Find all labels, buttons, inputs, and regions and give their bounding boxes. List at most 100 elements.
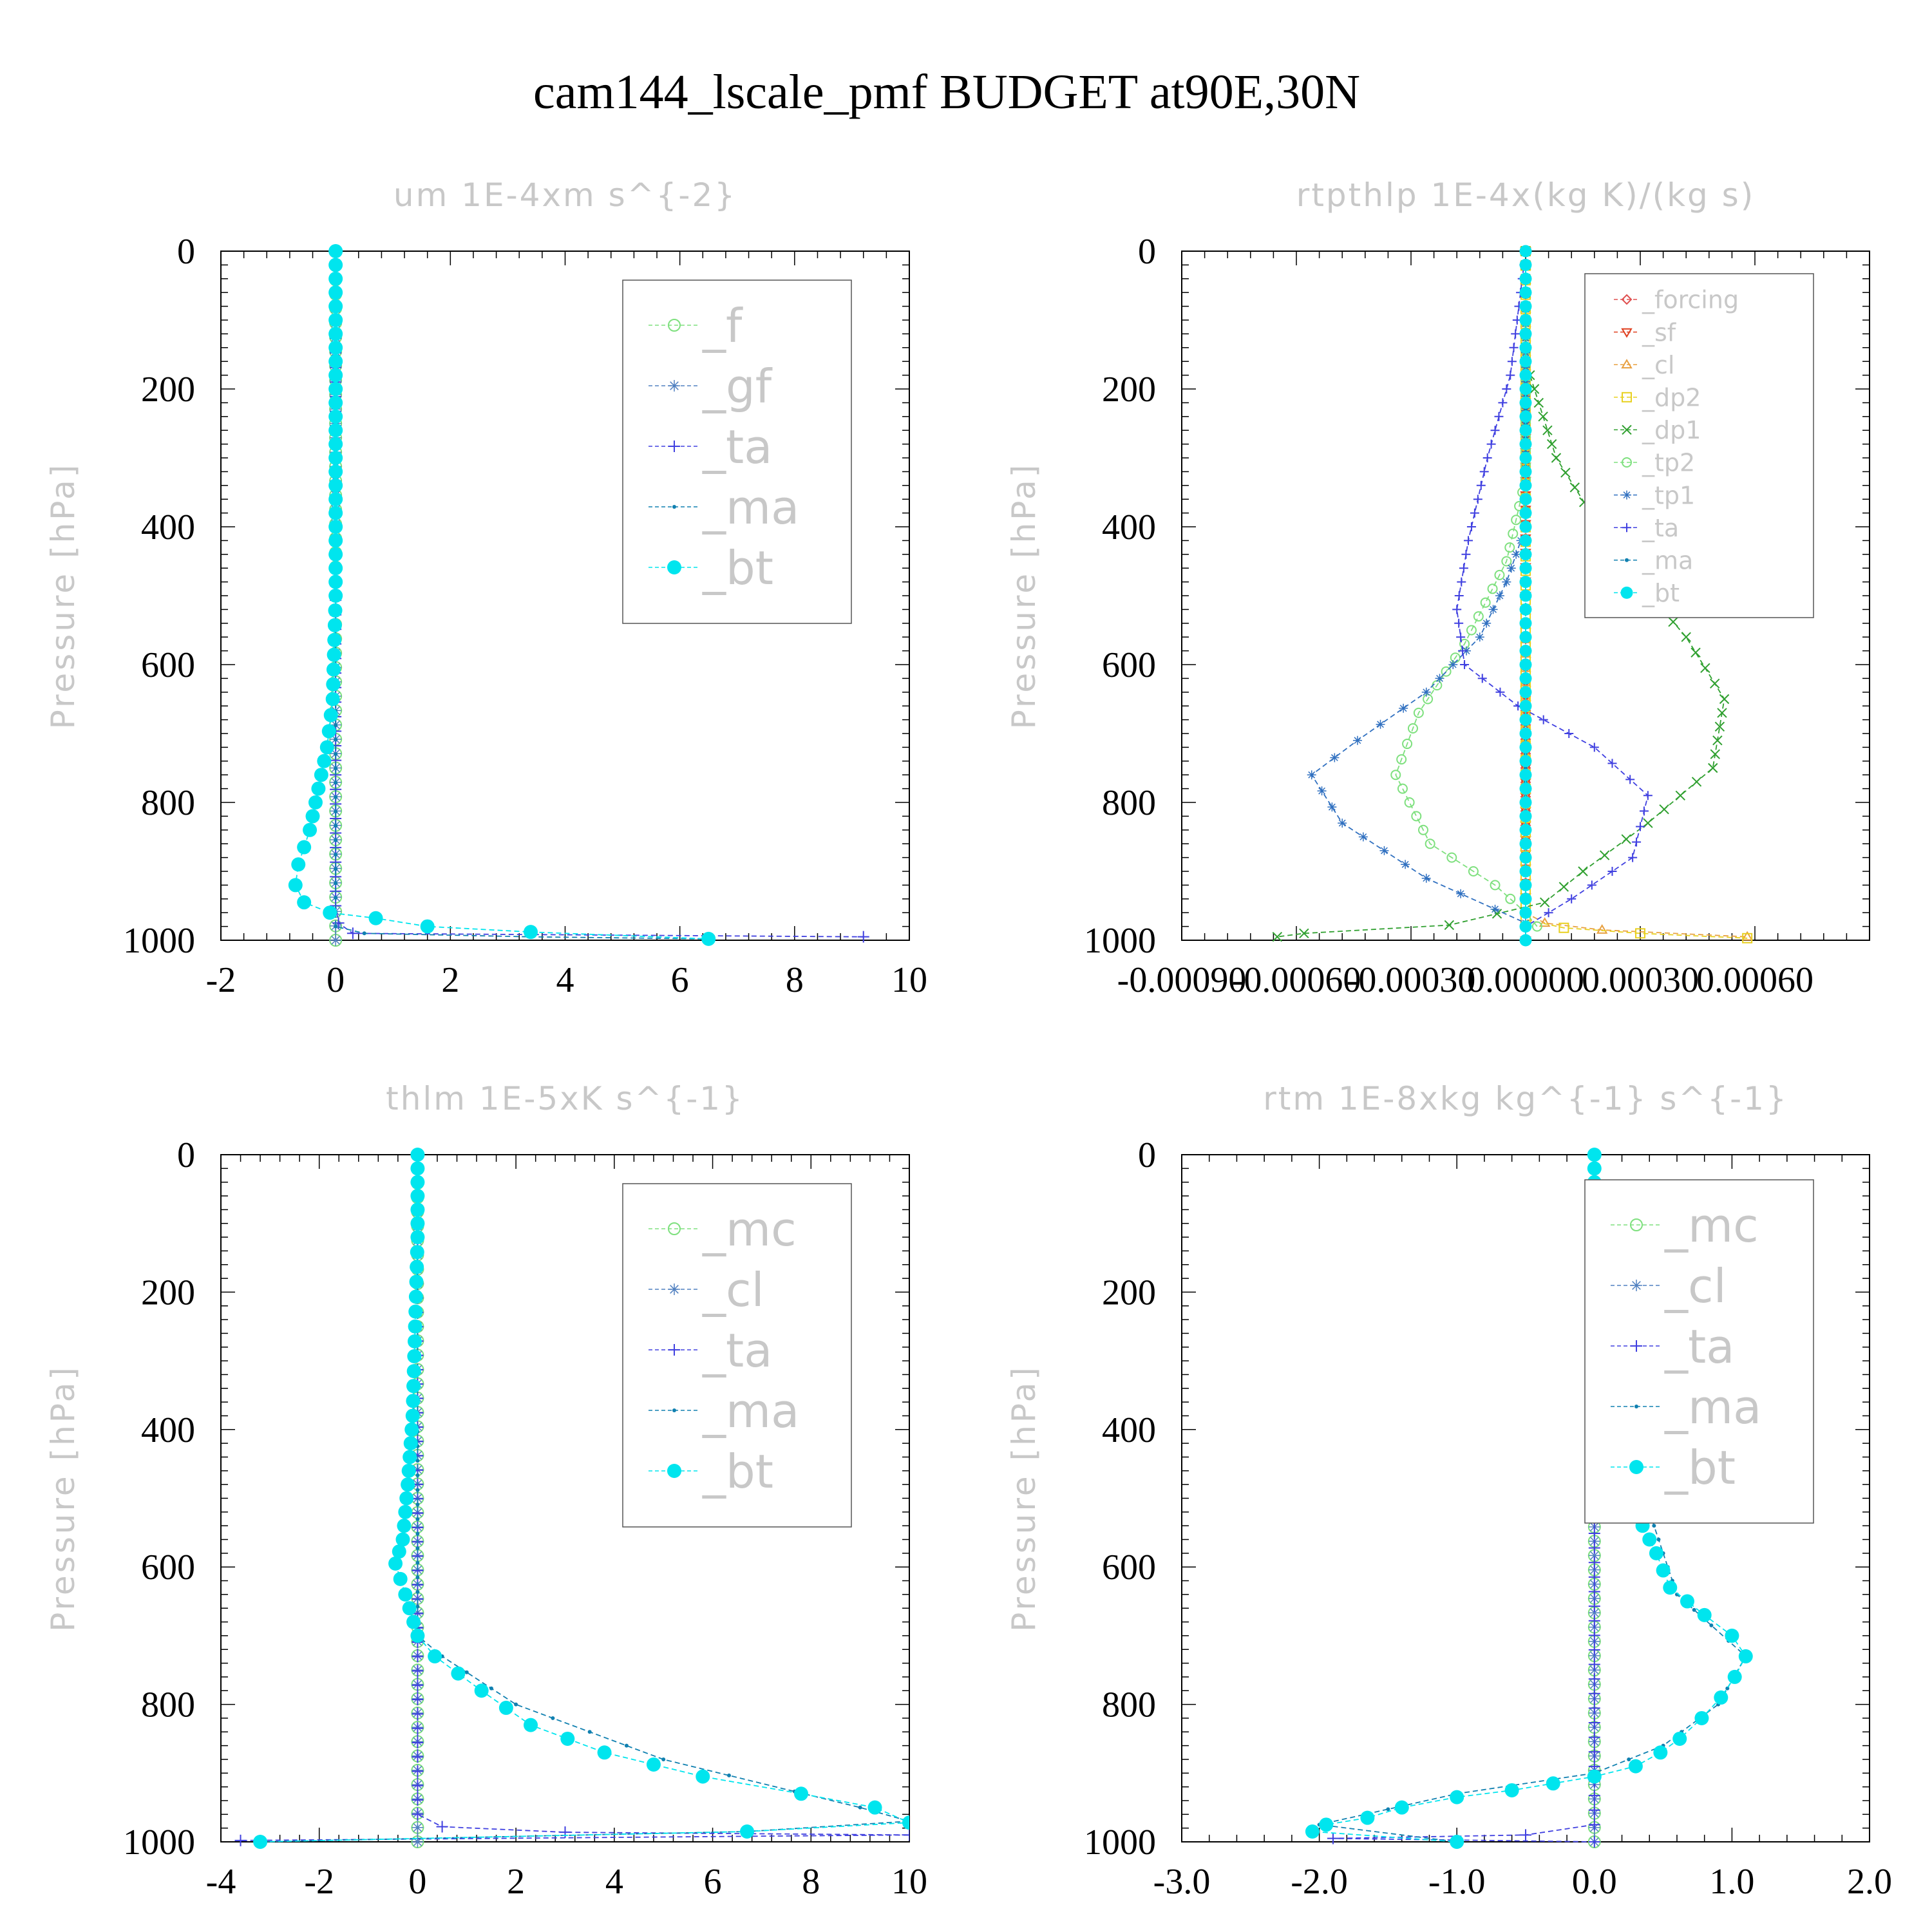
y-tick-label: 0 — [1138, 1135, 1156, 1175]
marker-dot — [334, 924, 338, 929]
marker-plus — [1607, 867, 1617, 876]
marker-filled-circle — [328, 520, 343, 534]
marker-plus — [1631, 1340, 1642, 1352]
legend-item-ta: _ta — [649, 420, 772, 474]
marker-dot — [672, 505, 676, 509]
marker-filled-circle — [328, 492, 343, 507]
marker-circle — [1417, 824, 1428, 835]
marker-star — [412, 1836, 424, 1848]
marker-dot — [334, 895, 338, 900]
legend-item-ta: _ta — [649, 1323, 772, 1378]
y-tick-label: 400 — [141, 507, 195, 547]
marker-filled-circle — [395, 1532, 410, 1547]
marker-plus — [1539, 715, 1548, 724]
marker-cross — [1712, 735, 1723, 746]
marker-filled-circle — [1519, 727, 1532, 740]
marker-filled-circle — [524, 925, 538, 940]
marker-triangle-up — [1741, 931, 1753, 941]
marker-dot — [1634, 1405, 1638, 1408]
marker-filled-circle — [325, 692, 340, 706]
marker-filled-circle — [1727, 1669, 1742, 1684]
marker-dot — [661, 1757, 666, 1761]
y-tick-label: 200 — [1102, 370, 1156, 410]
marker-star — [1421, 873, 1431, 883]
marker-circle — [1390, 770, 1401, 781]
marker-circle — [1487, 583, 1498, 594]
series-ta — [1452, 247, 1653, 931]
marker-circle — [1531, 921, 1542, 932]
x-tick-label: 10 — [891, 960, 927, 1000]
marker-cross — [1691, 777, 1702, 787]
series-line — [240, 1155, 909, 1841]
legend-item-tp2: _tp2 — [1614, 449, 1695, 477]
marker-filled-circle — [451, 1666, 466, 1681]
series-tp2 — [1390, 246, 1542, 932]
series-line — [1525, 251, 1748, 938]
legend-label: _bt — [1642, 579, 1680, 607]
marker-filled-circle — [407, 1349, 422, 1363]
marker-cross — [1533, 397, 1544, 408]
marker-cross — [1708, 762, 1718, 773]
legend-item-ma: _ma — [649, 1384, 799, 1438]
marker-filled-circle — [1319, 1817, 1334, 1832]
marker-filled-circle — [328, 561, 343, 576]
x-tick-label: -1.0 — [1428, 1862, 1486, 1902]
marker-filled-circle — [1519, 617, 1532, 630]
y-axis-label: Pressure [hPa] — [44, 462, 82, 730]
marker-filled-circle — [1587, 1769, 1602, 1784]
x-tick-label: -0.00030 — [1347, 960, 1476, 1000]
y-axis-label: Pressure [hPa] — [44, 1365, 82, 1632]
marker-filled-circle — [740, 1824, 755, 1839]
marker-filled-circle — [524, 1718, 538, 1732]
legend-item-cl: _cl — [649, 1263, 764, 1317]
marker-filled-circle — [328, 533, 343, 548]
marker-filled-circle — [1519, 603, 1532, 616]
marker-filled-circle — [328, 603, 343, 618]
marker-plus — [1460, 660, 1470, 669]
marker-plus — [1639, 806, 1649, 816]
legend-label: _sf — [1642, 318, 1677, 346]
marker-cross — [1529, 384, 1540, 394]
marker-plus — [1567, 894, 1577, 904]
marker-dot — [587, 1730, 592, 1734]
marker-plus — [1454, 618, 1464, 628]
x-tick-label: 10 — [891, 1862, 927, 1902]
marker-cross — [1599, 850, 1610, 860]
marker-filled-circle — [328, 271, 343, 286]
marker-filled-circle — [1519, 245, 1532, 258]
marker-diamond — [1621, 294, 1633, 305]
marker-filled-circle — [328, 478, 343, 493]
y-tick-label: 600 — [1102, 645, 1156, 685]
marker-filled-circle — [1519, 768, 1532, 781]
marker-filled-circle — [667, 560, 681, 574]
series-ta — [1327, 1149, 1600, 1848]
marker-filled-circle — [1519, 796, 1532, 809]
marker-dot — [1627, 1757, 1631, 1761]
y-tick-label: 0 — [1138, 232, 1156, 272]
marker-plus — [1625, 775, 1635, 784]
marker-plus — [1588, 1790, 1600, 1802]
marker-filled-circle — [1519, 534, 1532, 547]
marker-plus — [1588, 1836, 1600, 1848]
marker-filled-circle — [1519, 465, 1532, 478]
marker-star — [1588, 1650, 1600, 1662]
marker-plus — [1588, 1643, 1600, 1656]
marker-filled-circle — [1519, 810, 1532, 822]
y-tick-label: 600 — [141, 1548, 195, 1587]
marker-dot — [489, 1686, 493, 1690]
marker-star — [330, 934, 342, 946]
marker-cross — [1659, 804, 1669, 815]
marker-plus — [1588, 1658, 1600, 1671]
marker-plus — [1588, 1702, 1600, 1714]
marker-filled-circle — [398, 1587, 413, 1602]
legend-label: _f — [702, 299, 743, 353]
marker-filled-circle — [402, 1450, 417, 1464]
marker-filled-circle — [1519, 920, 1532, 933]
x-tick-label: 0.00060 — [1696, 960, 1814, 1000]
marker-plus — [1506, 370, 1515, 380]
x-tick-label: 6 — [671, 960, 689, 1000]
marker-filled-circle — [1519, 424, 1532, 437]
marker-circle — [668, 1222, 681, 1235]
marker-cross — [1538, 412, 1548, 422]
marker-plus — [1588, 1673, 1600, 1685]
